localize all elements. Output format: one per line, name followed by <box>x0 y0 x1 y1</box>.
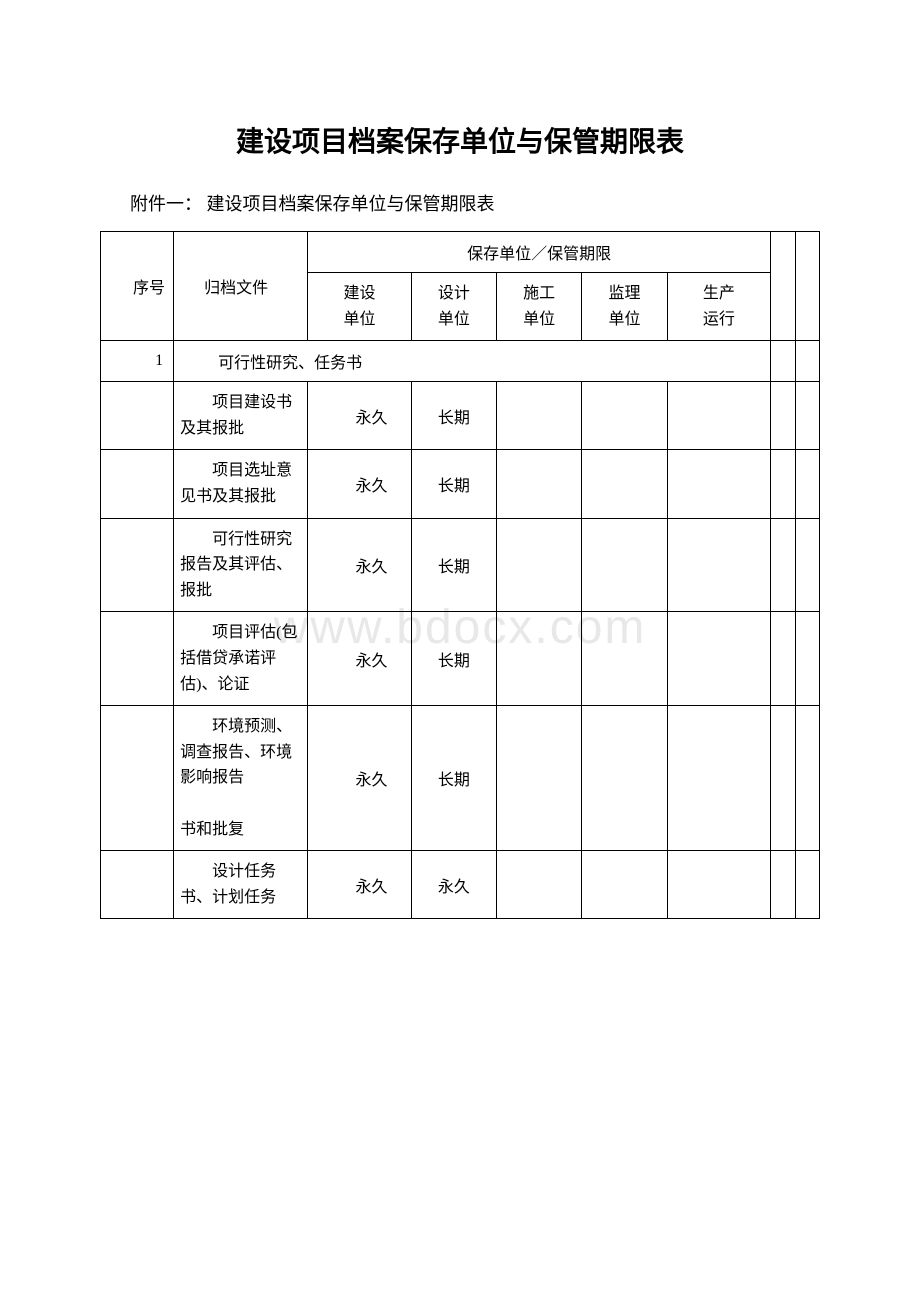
cell-extra-1 <box>771 612 795 706</box>
cell-c4 <box>582 518 667 612</box>
section-row: 1 可行性研究、任务书 <box>101 341 820 382</box>
header-seq: 序号 <box>101 232 174 341</box>
header-span-label: 保存单位／保管期限 <box>308 232 771 273</box>
cell-seq <box>101 612 174 706</box>
cell-c3 <box>497 450 582 518</box>
table-header-row-1: 序号 归档文件 保存单位／保管期限 <box>101 232 820 273</box>
archive-table: 序号 归档文件 保存单位／保管期限 建设 单位 设计 单位 施工 单位 监理 单… <box>100 231 820 919</box>
cell-seq <box>101 851 174 919</box>
cell-c4 <box>582 612 667 706</box>
cell-c2: 长期 <box>411 706 496 851</box>
cell-c3 <box>497 851 582 919</box>
cell-extra-1 <box>771 706 795 851</box>
cell-extra-1 <box>771 450 795 518</box>
cell-c1: 永久 <box>308 706 412 851</box>
section-num: 1 <box>101 341 174 382</box>
header-extra-2 <box>795 232 819 341</box>
cell-c2: 长期 <box>411 612 496 706</box>
cell-file: 项目选址意见书及其报批 <box>174 450 308 518</box>
cell-c2: 长期 <box>411 450 496 518</box>
cell-file: 项目建设书及其报批 <box>174 382 308 450</box>
header-col-3: 施工 单位 <box>497 273 582 341</box>
cell-c1: 永久 <box>308 612 412 706</box>
cell-c2: 长期 <box>411 518 496 612</box>
header-col-5: 生产 运行 <box>667 273 771 341</box>
cell-c2: 长期 <box>411 382 496 450</box>
cell-file: 项目评估(包括借贷承诺评估)、论证 <box>174 612 308 706</box>
header-col-1: 建设 单位 <box>308 273 412 341</box>
cell-seq <box>101 518 174 612</box>
cell-seq <box>101 450 174 518</box>
page-title: 建设项目档案保存单位与保管期限表 <box>100 120 820 160</box>
cell-c3 <box>497 612 582 706</box>
cell-extra-1 <box>771 382 795 450</box>
cell-extra-2 <box>795 706 819 851</box>
table-row: 可行性研究报告及其评估、报批 永久 长期 <box>101 518 820 612</box>
cell-extra-2 <box>795 382 819 450</box>
cell-c5 <box>667 851 771 919</box>
cell-c4 <box>582 450 667 518</box>
section-label: 可行性研究、任务书 <box>174 341 771 382</box>
cell-c1: 永久 <box>308 851 412 919</box>
header-col-4: 监理 单位 <box>582 273 667 341</box>
header-file: 归档文件 <box>174 232 308 341</box>
section-extra-2 <box>795 341 819 382</box>
cell-file: 可行性研究报告及其评估、报批 <box>174 518 308 612</box>
header-col-2: 设计 单位 <box>411 273 496 341</box>
cell-c5 <box>667 706 771 851</box>
cell-c3 <box>497 518 582 612</box>
cell-c5 <box>667 450 771 518</box>
cell-extra-2 <box>795 518 819 612</box>
cell-c4 <box>582 382 667 450</box>
cell-c5 <box>667 612 771 706</box>
cell-extra-1 <box>771 518 795 612</box>
cell-extra-2 <box>795 612 819 706</box>
table-row: 设计任务书、计划任务 永久 永久 <box>101 851 820 919</box>
cell-c1: 永久 <box>308 450 412 518</box>
cell-file: 设计任务书、计划任务 <box>174 851 308 919</box>
document-content: 建设项目档案保存单位与保管期限表 附件一： 建设项目档案保存单位与保管期限表 序… <box>100 120 820 919</box>
cell-c2: 永久 <box>411 851 496 919</box>
cell-c5 <box>667 382 771 450</box>
table-row: 项目评估(包括借贷承诺评估)、论证 永久 长期 <box>101 612 820 706</box>
subtitle: 附件一： 建设项目档案保存单位与保管期限表 <box>130 190 820 216</box>
cell-extra-2 <box>795 450 819 518</box>
section-extra-1 <box>771 341 795 382</box>
cell-c3 <box>497 382 582 450</box>
header-extra-1 <box>771 232 795 341</box>
cell-seq <box>101 382 174 450</box>
table-row: 项目建设书及其报批 永久 长期 <box>101 382 820 450</box>
cell-extra-1 <box>771 851 795 919</box>
cell-extra-2 <box>795 851 819 919</box>
cell-c1: 永久 <box>308 382 412 450</box>
cell-file: 环境预测、调查报告、环境影响报告 书和批复 <box>174 706 308 851</box>
cell-c4 <box>582 851 667 919</box>
table-row: 项目选址意见书及其报批 永久 长期 <box>101 450 820 518</box>
table-row: 环境预测、调查报告、环境影响报告 书和批复 永久 长期 <box>101 706 820 851</box>
cell-c5 <box>667 518 771 612</box>
cell-seq <box>101 706 174 851</box>
cell-c3 <box>497 706 582 851</box>
cell-c4 <box>582 706 667 851</box>
cell-c1: 永久 <box>308 518 412 612</box>
